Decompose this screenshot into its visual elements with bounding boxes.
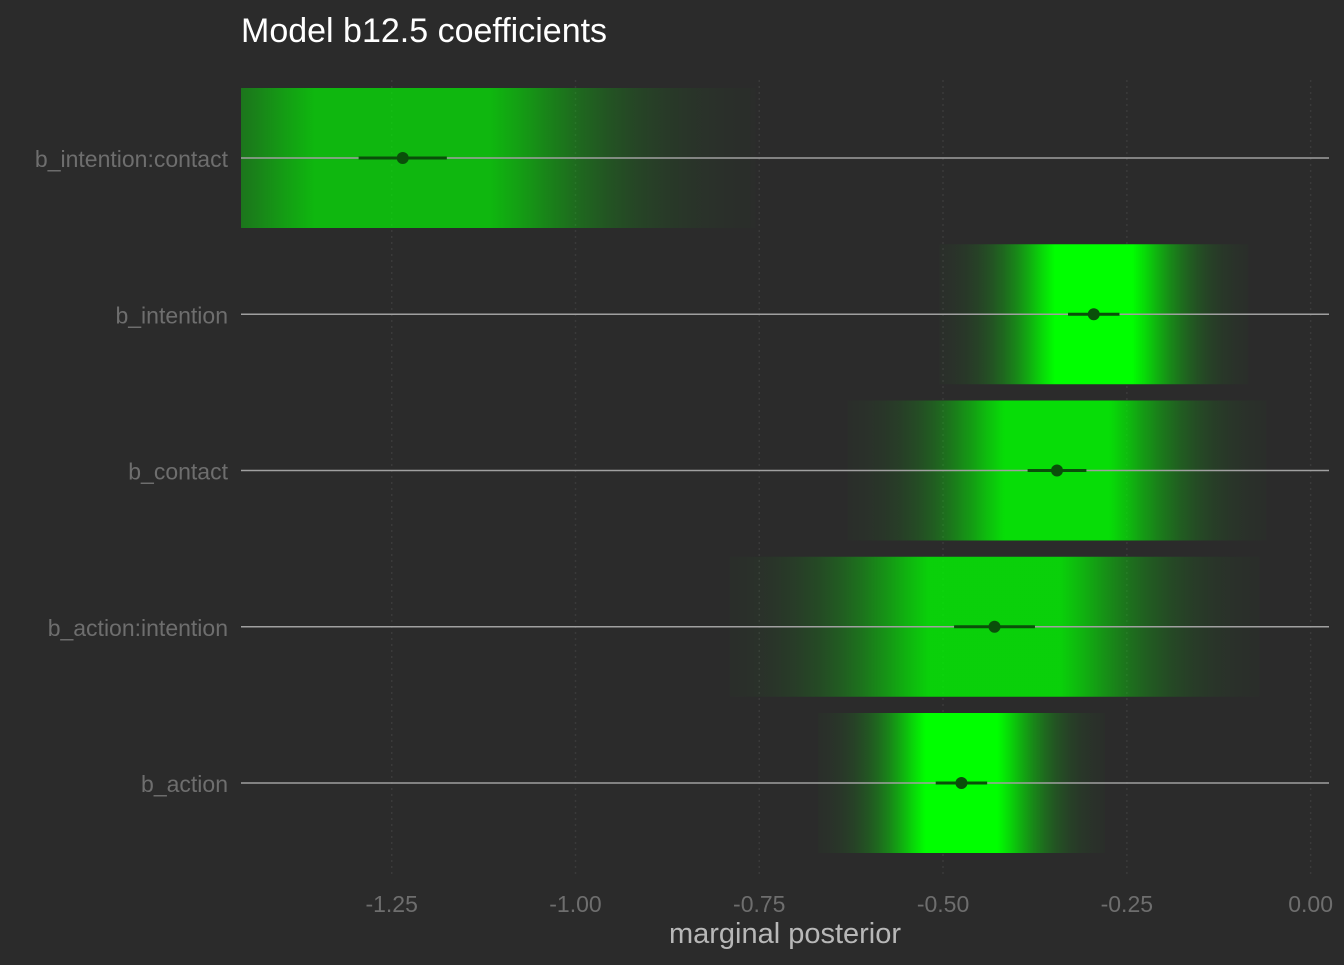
y-tick-label: b_intention <box>115 302 228 328</box>
y-tick-label: b_action <box>141 771 228 797</box>
point-estimate <box>955 777 968 789</box>
x-tick-label: -0.75 <box>733 891 785 917</box>
y-tick-labels: b_intention:contact b_intention b_contactb… <box>35 146 229 797</box>
x-tick-label: -1.00 <box>549 891 601 917</box>
chart-title: Model b12.5 coefficients <box>241 12 607 50</box>
x-axis-label: marginal posterior <box>669 918 901 950</box>
x-tick-label: -1.25 <box>365 891 417 917</box>
x-tick-label: -0.50 <box>917 891 969 917</box>
y-tick-label: b_intention:contact <box>35 146 229 172</box>
point-estimate <box>1087 308 1100 321</box>
y-tick-label: b_action:intention <box>48 615 228 641</box>
x-tick-label: 0.00 <box>1288 891 1333 917</box>
x-tick-label: -0.25 <box>1101 891 1153 917</box>
row-rules <box>241 157 1329 784</box>
intervals <box>358 152 1120 789</box>
x-tick-labels: -1.25 -1.00 -0.75 -0.50 -0.25 0.00 <box>365 891 1333 917</box>
point-estimate <box>988 620 1001 633</box>
point-estimate <box>1051 464 1063 477</box>
point-estimate <box>396 152 409 164</box>
y-tick-label: b_contact <box>128 459 228 485</box>
